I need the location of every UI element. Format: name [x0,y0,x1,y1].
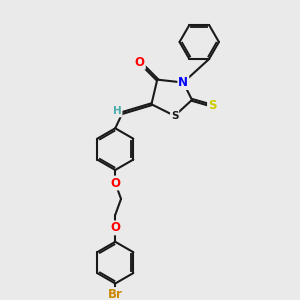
Text: Br: Br [108,288,123,300]
Text: S: S [208,99,217,112]
Text: O: O [135,56,145,69]
Text: O: O [110,221,120,234]
Text: N: N [178,76,188,89]
Text: O: O [110,176,120,190]
Text: S: S [171,111,178,121]
Text: H: H [113,106,122,116]
